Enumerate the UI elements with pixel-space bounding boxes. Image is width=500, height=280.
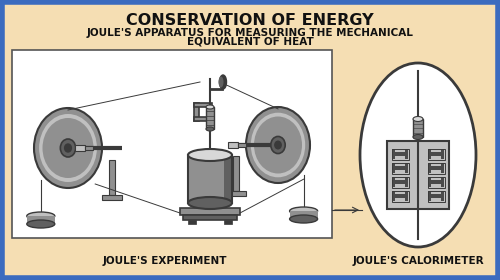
Bar: [428, 191, 431, 201]
Bar: [27, 216, 55, 224]
Bar: [238, 143, 246, 147]
FancyBboxPatch shape: [194, 103, 199, 121]
Bar: [441, 149, 444, 159]
FancyBboxPatch shape: [102, 195, 122, 200]
Bar: [405, 163, 408, 173]
Ellipse shape: [360, 63, 476, 247]
Bar: [392, 177, 395, 187]
Ellipse shape: [188, 149, 232, 161]
Ellipse shape: [206, 127, 214, 131]
Bar: [76, 145, 86, 151]
Bar: [290, 211, 318, 219]
Bar: [405, 149, 408, 159]
Bar: [392, 163, 395, 173]
FancyBboxPatch shape: [387, 141, 449, 209]
Ellipse shape: [64, 144, 71, 152]
Text: CONSERVATION OF ENERGY: CONSERVATION OF ENERGY: [126, 13, 374, 28]
Bar: [428, 180, 444, 184]
Bar: [392, 191, 395, 201]
Bar: [428, 194, 444, 198]
Bar: [188, 155, 232, 203]
FancyBboxPatch shape: [226, 192, 246, 196]
Bar: [188, 220, 196, 224]
FancyBboxPatch shape: [2, 2, 498, 278]
Bar: [392, 152, 408, 156]
Bar: [224, 155, 232, 203]
Ellipse shape: [254, 116, 302, 174]
FancyBboxPatch shape: [413, 119, 423, 137]
Bar: [428, 152, 444, 156]
Ellipse shape: [220, 75, 226, 89]
Ellipse shape: [246, 107, 310, 183]
Text: EQUIVALENT OF HEAT: EQUIVALENT OF HEAT: [186, 37, 314, 47]
Bar: [441, 163, 444, 173]
Bar: [109, 160, 115, 195]
Bar: [428, 149, 431, 159]
Bar: [224, 220, 232, 224]
Ellipse shape: [34, 108, 102, 188]
Ellipse shape: [251, 113, 305, 177]
Ellipse shape: [413, 134, 423, 139]
Ellipse shape: [188, 197, 232, 209]
Bar: [392, 166, 408, 170]
Bar: [428, 166, 444, 170]
Bar: [392, 149, 395, 159]
FancyBboxPatch shape: [180, 208, 240, 215]
Ellipse shape: [290, 207, 318, 215]
Ellipse shape: [206, 105, 214, 109]
Ellipse shape: [27, 212, 55, 220]
Ellipse shape: [275, 141, 281, 149]
FancyBboxPatch shape: [194, 117, 212, 121]
Bar: [441, 191, 444, 201]
FancyBboxPatch shape: [12, 50, 332, 238]
Bar: [428, 163, 431, 173]
Bar: [392, 194, 408, 198]
Ellipse shape: [290, 215, 318, 223]
Ellipse shape: [271, 136, 285, 153]
Ellipse shape: [60, 139, 76, 157]
FancyBboxPatch shape: [183, 215, 237, 220]
Bar: [392, 180, 408, 184]
Text: JOULE'S EXPERIMENT: JOULE'S EXPERIMENT: [103, 256, 227, 266]
Bar: [405, 177, 408, 187]
Ellipse shape: [27, 220, 55, 228]
Text: JOULE'S APPARATUS FOR MEASURING THE MECHANICAL: JOULE'S APPARATUS FOR MEASURING THE MECH…: [86, 28, 413, 38]
FancyBboxPatch shape: [206, 107, 214, 129]
Ellipse shape: [218, 76, 224, 87]
Bar: [228, 142, 238, 148]
FancyBboxPatch shape: [194, 103, 212, 107]
Bar: [428, 177, 431, 187]
Bar: [441, 177, 444, 187]
Bar: [233, 157, 239, 192]
Ellipse shape: [42, 118, 94, 178]
Ellipse shape: [413, 116, 423, 122]
Bar: [405, 191, 408, 201]
Ellipse shape: [39, 114, 97, 182]
Bar: [86, 146, 94, 150]
Text: JOULE'S CALORIMETER: JOULE'S CALORIMETER: [352, 256, 484, 266]
